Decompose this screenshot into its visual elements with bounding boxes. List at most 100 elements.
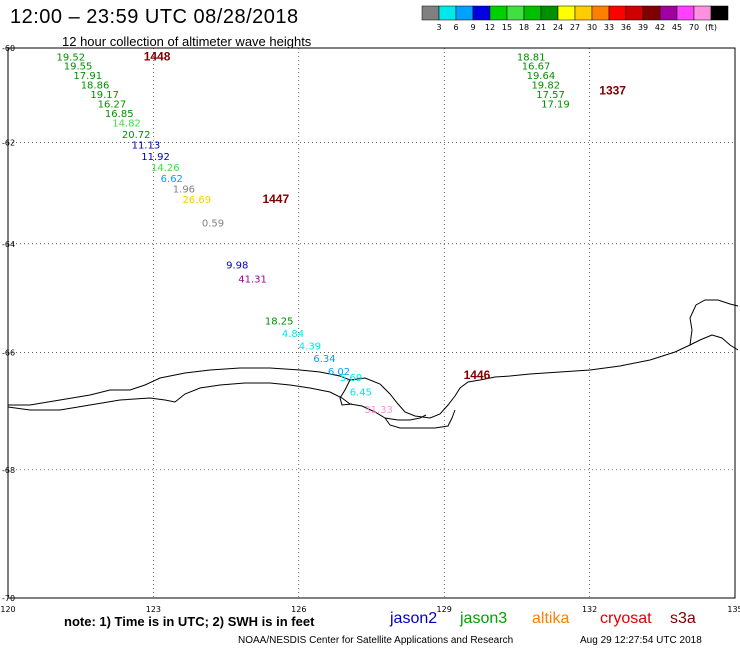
wave-height-point: 17.91 — [73, 71, 102, 82]
colorbar-swatch — [489, 5, 508, 21]
colorbar-swatch — [676, 5, 695, 21]
satellite-altika: altika — [532, 610, 570, 627]
x-tick-label: 123 — [146, 605, 161, 614]
y-tick-label: -60 — [2, 44, 15, 53]
chart-title: 12:00 – 23:59 UTC 08/28/2018 — [10, 6, 299, 28]
wave-height-point: 0.59 — [202, 219, 224, 230]
y-tick-label: -70 — [2, 594, 15, 603]
wave-height-point: 6.02 — [328, 367, 350, 378]
colorbar-label: 15 — [502, 23, 512, 32]
wave-height-point: 14.82 — [112, 119, 141, 130]
colorbar-swatch — [710, 5, 729, 21]
wave-height-point: 4.84 — [282, 329, 304, 340]
wave-height-point: 17.19 — [541, 99, 570, 110]
colorbar-swatch — [608, 5, 627, 21]
colorbar-swatch — [574, 5, 593, 21]
wave-height-point: 19.82 — [531, 80, 560, 91]
colorbar-label: 6 — [453, 23, 458, 32]
footnote: note: 1) Time is in UTC; 2) SWH is in fe… — [64, 614, 315, 629]
wave-height-point: 11.92 — [141, 152, 170, 163]
colorbar-label: 9 — [470, 23, 475, 32]
wave-height-point: 18.86 — [81, 80, 110, 91]
colorbar-label: 12 — [485, 23, 495, 32]
chart-subtitle: 12 hour collection of altimeter wave hei… — [62, 34, 312, 49]
y-tick-label: -68 — [2, 466, 15, 475]
colorbar-swatch — [506, 5, 525, 21]
pass-time-label: 1446 — [464, 368, 491, 382]
colorbar-swatch — [438, 5, 457, 21]
colorbar-swatch — [591, 5, 610, 21]
colorbar-label: 30 — [587, 23, 597, 32]
coastline-east — [689, 299, 739, 351]
wave-height-point: 6.45 — [350, 387, 372, 398]
colorbar-swatch — [472, 5, 491, 21]
wave-height-point: 4.39 — [299, 342, 321, 353]
colorbar-swatch — [659, 5, 678, 21]
wave-height-point: 17.57 — [536, 90, 565, 101]
pass-time-label: 1448 — [144, 49, 171, 63]
generated-date: Aug 29 12:27:54 UTC 2018 — [580, 635, 702, 646]
wave-height-point: 9.98 — [226, 261, 248, 272]
colorbar-swatch — [540, 5, 559, 21]
colorbar-swatch — [693, 5, 712, 21]
coastline-inlet — [339, 379, 456, 429]
colorbar-swatch — [625, 5, 644, 21]
pass-time-label: 1447 — [262, 192, 289, 206]
wave-height-point: 1.96 — [173, 184, 195, 195]
satellite-cryosat: cryosat — [600, 610, 652, 627]
x-tick-label: 126 — [291, 605, 306, 614]
colorbar-label: 45 — [672, 23, 682, 32]
wave-height-point: 11.13 — [132, 141, 161, 152]
coastline — [7, 299, 739, 429]
plot-border — [7, 47, 736, 599]
colorbar-label: 27 — [570, 23, 580, 32]
wave-height-point: 41.31 — [238, 274, 267, 285]
colorbar-label: 39 — [638, 23, 648, 32]
satellite-jason3: jason3 — [460, 610, 508, 627]
wave-height-point: 18.81 — [517, 52, 546, 63]
coastline-main — [8, 334, 713, 419]
wave-height-point: 18.25 — [265, 316, 294, 327]
wave-height-point: 6.34 — [313, 354, 335, 365]
grid-ticks: 120 123 126 129 132 135 -60 -62 -64 -66 -68 -70 — [0, 44, 740, 614]
satellite-s3a: s3a — [670, 610, 696, 627]
pass-time-label: 1337 — [599, 84, 626, 98]
x-tick-label: 120 — [0, 605, 15, 614]
colorbar-label: (ft) — [705, 23, 717, 32]
colorbar-swatch — [421, 5, 440, 21]
credit-line: NOAA/NESDIS Center for Satellite Applica… — [238, 635, 514, 646]
satellite-jason2: jason2 — [390, 610, 438, 627]
colorbar-label: 42 — [655, 23, 665, 32]
colorbar-swatch — [642, 5, 661, 21]
colorbar-label: 33 — [604, 23, 614, 32]
wave-height-point: 19.17 — [90, 90, 119, 101]
wave-height-point: 6.62 — [161, 174, 183, 185]
colorbar-swatch — [523, 5, 542, 21]
colorbar-swatch — [557, 5, 576, 21]
y-tick-label: -64 — [2, 240, 15, 249]
x-tick-label: 132 — [582, 605, 597, 614]
colorbar-label: 36 — [621, 23, 631, 32]
wave-height-point: 19.64 — [527, 71, 556, 82]
x-tick-label: 135 — [727, 605, 740, 614]
wave-height-point: 5.69 — [340, 373, 362, 384]
colorbar-label: 18 — [519, 23, 529, 32]
wave-height-point: 19.52 — [56, 52, 85, 63]
y-tick-label: -66 — [2, 348, 15, 357]
colorbar: 3 6 9 12 15 18 21 24 27 30 33 36 39 42 45 70 (ft) — [421, 5, 729, 32]
wave-height-point: 16.85 — [105, 109, 134, 120]
colorbar-swatch — [455, 5, 474, 21]
altimeter-points: 19.5219.5517.9118.8619.1716.2716.8514.82… — [56, 49, 626, 415]
wave-height-point: 31.33 — [364, 405, 393, 416]
y-tick-label: -62 — [2, 139, 15, 148]
wave-height-point: 19.55 — [64, 62, 93, 73]
colorbar-label: 3 — [436, 23, 441, 32]
x-tick-label: 129 — [437, 605, 452, 614]
wave-height-point: 20.72 — [122, 130, 151, 141]
wave-height-point: 26.69 — [182, 195, 211, 206]
colorbar-label: 70 — [689, 23, 699, 32]
wave-height-point: 16.67 — [522, 62, 551, 73]
colorbar-label: 21 — [536, 23, 546, 32]
plot-frame — [7, 47, 736, 599]
